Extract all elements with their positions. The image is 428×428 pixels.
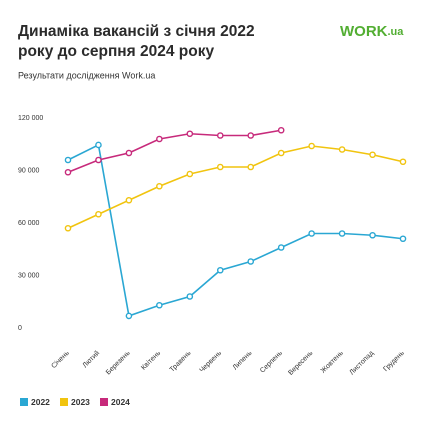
data-point [277, 126, 285, 134]
data-point [338, 146, 346, 153]
data-point [186, 170, 194, 178]
chart-title: Динаміка вакансій з січня 2022 [18, 23, 255, 40]
data-point [156, 301, 163, 309]
chart-subtitle: Результати дослідження Work.ua [18, 70, 155, 80]
legend-label: 2022 [31, 397, 50, 407]
y-tick-label: 120 000 [18, 115, 43, 122]
data-point [308, 230, 315, 237]
data-point [216, 266, 224, 274]
series-line [67, 143, 404, 317]
x-tick-label: Липень [232, 350, 254, 372]
data-point [247, 163, 255, 171]
x-tick-label: Лютий [81, 349, 101, 369]
x-tick-label: Серпень [259, 350, 284, 375]
x-tick-label: Квітень [140, 349, 163, 372]
legend-label: 2024 [111, 397, 130, 407]
data-point [247, 132, 255, 139]
chart-title: року до серпня 2024 року [18, 43, 214, 60]
x-tick-label: Січень [50, 349, 71, 370]
data-point [125, 196, 133, 204]
y-tick-label: 30 000 [18, 272, 40, 279]
data-point [95, 210, 102, 218]
data-point [338, 230, 346, 237]
data-point [186, 130, 194, 138]
data-point [156, 182, 163, 190]
data-point [95, 156, 102, 164]
data-point [125, 312, 133, 320]
data-point [369, 231, 376, 239]
y-tick-label: 60 000 [18, 220, 40, 227]
legend-swatch [60, 398, 68, 406]
y-tick-label: 90 000 [18, 167, 40, 174]
data-point [125, 149, 133, 157]
logo-suffix: .ua [388, 26, 405, 38]
x-tick-label: Березень [105, 350, 132, 377]
logo: WORK.ua [340, 23, 404, 40]
data-point [399, 235, 407, 243]
data-point [277, 244, 285, 251]
legend-swatch [100, 398, 108, 406]
legend-swatch [20, 398, 28, 406]
data-point [216, 163, 224, 171]
x-tick-label: Листопад [349, 350, 376, 377]
x-tick-label: Вересень [287, 350, 314, 377]
x-tick-label: Червень [199, 350, 224, 375]
series-line [67, 145, 404, 229]
logo-main: WORK [340, 23, 388, 40]
data-point [399, 158, 407, 166]
data-point [64, 156, 72, 164]
data-point [216, 132, 224, 139]
y-tick-label: 0 [18, 325, 22, 332]
data-point [64, 168, 72, 176]
data-point [95, 141, 102, 149]
legend-label: 2023 [71, 397, 90, 407]
x-tick-label: Жовтень [320, 350, 345, 375]
data-point [186, 293, 194, 300]
data-point [247, 258, 255, 265]
data-point [308, 142, 315, 150]
data-point [64, 224, 72, 232]
series-line [67, 129, 282, 173]
data-point [277, 149, 285, 157]
x-tick-label: Грудень [382, 350, 406, 374]
data-point [369, 151, 376, 159]
x-tick-label: Травень [169, 350, 193, 374]
data-point [156, 135, 163, 143]
